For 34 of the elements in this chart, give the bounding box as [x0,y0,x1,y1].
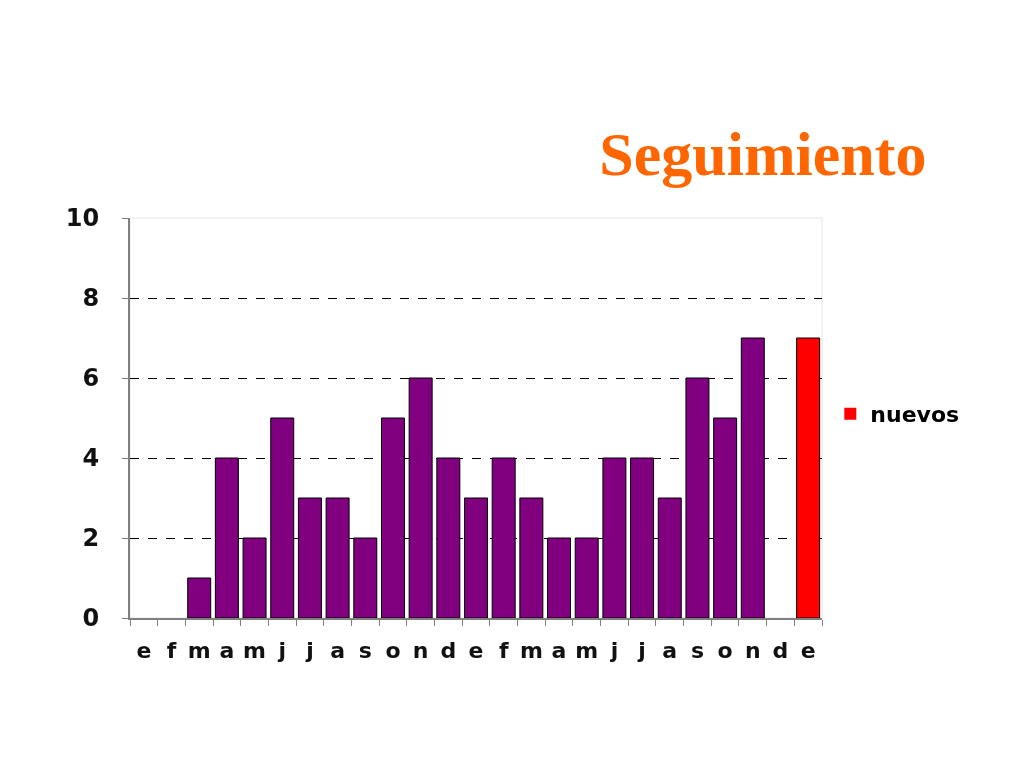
x-tick-label: f [498,638,509,664]
y-tick-label: 8 [82,284,100,313]
x-tick-label: a [551,638,567,664]
y-tick-label: 6 [82,364,100,393]
y-tick-label: 0 [82,604,100,633]
x-tick-label: n [412,638,429,664]
x-tick-label: e [468,638,484,664]
x-tick-label: s [358,638,372,664]
x-tick-label: j [305,638,314,664]
y-tick-label: 2 [82,524,100,553]
x-tick-label: j [609,638,619,664]
legend-label: nuevos [870,402,960,428]
x-tick-label: j [277,638,287,664]
x-tick-label: e [800,638,816,664]
x-tick-label: m [519,638,543,664]
y-tick-label: 10 [65,204,100,233]
bar [187,577,212,618]
x-tick-label: o [385,638,401,664]
x-tick-label: f [166,638,177,664]
x-tick-label: a [219,638,235,664]
y-tick-label: 4 [82,444,100,473]
x-tick-label: n [744,638,761,664]
x-tick-label: d [772,638,789,664]
x-tick-label: d [440,638,457,664]
chart-title: Seguimiento [599,120,927,189]
x-tick-label: j [637,638,646,664]
x-tick-label: s [690,638,704,664]
x-tick-label: m [187,638,211,664]
x-tick-label: a [330,638,346,664]
x-tick-label: m [243,638,267,664]
x-tick-label: m [575,638,599,664]
x-tick-label: o [717,638,733,664]
x-tick-label: e [136,638,152,664]
x-tick-label: a [662,638,678,664]
